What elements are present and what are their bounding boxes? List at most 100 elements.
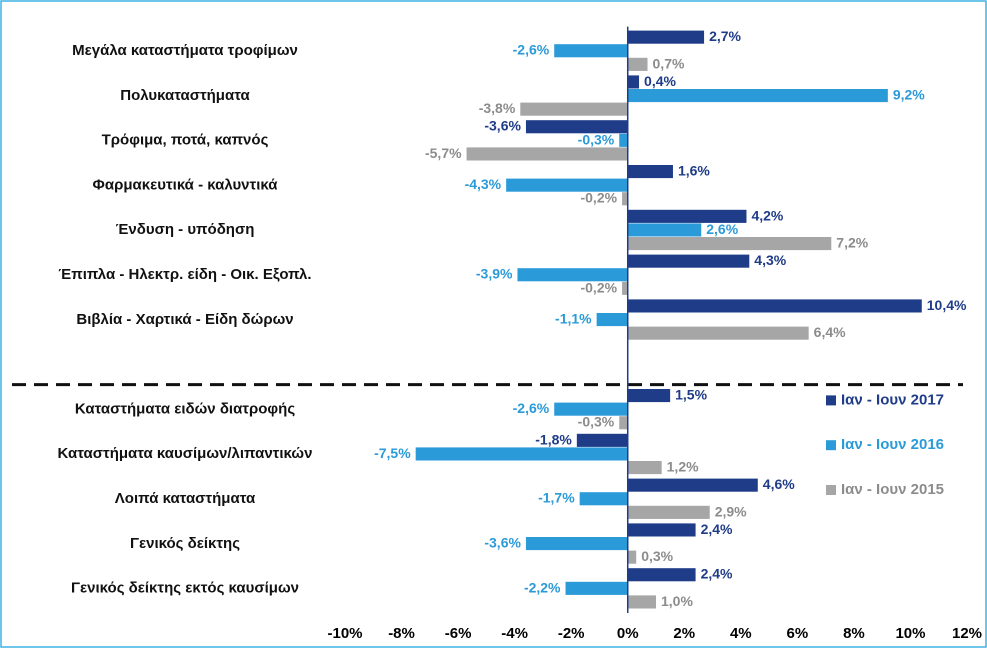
value-label: -5,7% [425,145,462,161]
bar [627,30,705,44]
bar [627,326,809,340]
category-label: Τρόφιμα, ποτά, καπνός [102,132,269,149]
category-label: Γενικός δείκτης εκτός καυσίμων [71,580,299,597]
value-label: 1,2% [667,459,699,475]
category-label: Ένδυση - υπόδηση [116,221,255,238]
category-label: Πολυκαταστήματα [120,87,250,104]
x-tick-label: -4% [501,625,528,642]
value-label: -3,9% [476,266,513,282]
bar [622,281,628,295]
bar [565,581,628,595]
bar [627,254,750,268]
bar [627,550,637,564]
bar [596,313,628,327]
value-label: 4,3% [754,252,786,268]
bar [525,120,628,134]
legend-swatch [826,485,836,495]
value-label: -0,2% [580,279,617,295]
value-label: -7,5% [374,445,411,461]
bar [627,299,922,313]
value-label: 0,7% [653,55,685,71]
value-label: -3,8% [479,100,516,116]
value-label: 2,7% [709,28,741,44]
value-label: -0,3% [578,414,615,430]
bar [627,595,656,609]
value-label: -3,6% [484,535,521,551]
x-tick-label: -2% [558,625,585,642]
bar [466,147,628,161]
x-tick-label: -10% [327,625,362,642]
bar [517,268,628,282]
x-tick-label: -6% [445,625,472,642]
value-label: -2,6% [513,42,550,58]
value-label: -1,7% [538,490,575,506]
x-tick-label: 8% [843,625,865,642]
value-label: 10,4% [927,297,967,313]
legend-label: Ιαν - Ιουν 2015 [841,481,944,498]
value-label: 2,4% [701,566,733,582]
bar [627,389,671,403]
x-tick-label: 0% [617,625,639,642]
category-label: Μεγάλα καταστήματα τροφίμων [72,42,298,59]
value-label: -3,6% [484,118,521,134]
bar [627,478,758,492]
bar [619,416,628,430]
value-label: 4,6% [763,476,795,492]
bar [627,523,696,537]
bar [554,44,628,58]
value-label: 1,5% [675,387,707,403]
bar [627,568,696,582]
value-label: -2,6% [513,400,550,416]
bar [627,461,662,475]
value-label: -4,3% [465,176,502,192]
x-tick-label: 4% [730,625,752,642]
x-tick-label: -8% [388,625,415,642]
bar [576,433,628,447]
category-label: Καταστήματα καυσίμων/λιπαντικών [58,445,313,462]
bar [627,505,710,519]
bar [627,75,640,89]
value-label: -1,1% [555,311,592,327]
bar [627,89,888,103]
bar [619,133,628,147]
legend-swatch [826,395,836,406]
value-label: 7,2% [836,235,868,251]
value-label: -0,3% [578,131,615,147]
value-label: 2,4% [701,521,733,537]
bar [627,165,673,179]
legend-swatch [826,440,836,451]
category-label: Φαρμακευτικά - καλυντικά [93,176,279,193]
bar [525,537,628,551]
value-label: -0,2% [580,190,617,206]
x-tick-label: 12% [952,625,982,642]
bar [627,57,648,71]
bar [622,192,628,206]
value-label: 0,4% [644,73,676,89]
value-label: 4,2% [751,207,783,223]
bar [554,402,628,416]
value-label: -2,2% [524,579,561,595]
category-label: Γενικός δείκτης [130,535,240,552]
legend-label: Ιαν - Ιουν 2016 [841,436,944,453]
legend-label: Ιαν - Ιουν 2017 [841,391,944,408]
bar [520,102,628,116]
value-label: 2,6% [706,221,738,237]
value-label: 9,2% [893,87,925,103]
value-label: 1,0% [661,593,693,609]
value-label: 0,3% [641,548,673,564]
x-tick-label: 10% [895,625,925,642]
category-label: Έπιπλα - Ηλεκτρ. είδη - Οικ. Εξοπλ. [58,266,311,283]
category-label: Λοιπά καταστήματα [115,490,256,507]
category-label: Βιβλία - Χαρτικά - Είδη δώρων [76,311,293,328]
x-tick-label: 6% [787,625,809,642]
bar [579,492,628,506]
bar [627,223,702,237]
category-label: Καταστήματα ειδών διατροφής [75,400,295,417]
x-tick-label: 2% [673,625,695,642]
bar [506,178,628,192]
value-label: 2,9% [715,503,747,519]
bar [627,237,832,251]
bar [627,209,747,223]
value-label: -1,8% [535,431,572,447]
